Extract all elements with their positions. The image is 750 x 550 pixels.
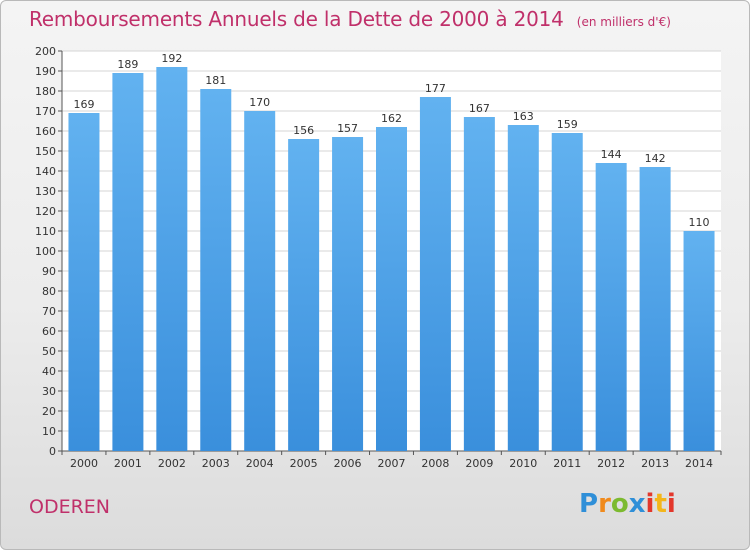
y-tick-label: 180: [35, 85, 56, 98]
bar: [156, 67, 188, 451]
data-label: 144: [601, 148, 622, 161]
x-axis: 2000 2001 2002 2003 2004 2005 2006 2007 2008 2009…: [61, 451, 722, 470]
logo-letter: i: [666, 489, 676, 519]
logo-letter: r: [598, 489, 611, 519]
y-tick-label: 60: [42, 325, 56, 338]
x-tick-label: 2000: [70, 457, 98, 470]
y-tick-label: 80: [42, 285, 56, 298]
y-tick-label: 30: [42, 385, 56, 398]
town-name: ODEREN: [29, 496, 111, 518]
y-tick-label: 70: [42, 305, 56, 318]
y-tick-label: 110: [35, 225, 56, 238]
x-tick-label: 2004: [246, 457, 274, 470]
x-tick-label: 2009: [465, 457, 493, 470]
x-tick-label: 2012: [597, 457, 625, 470]
chart-title: Remboursements Annuels de la Dette de 20…: [29, 7, 564, 31]
data-label: 189: [117, 58, 138, 71]
data-label: 156: [293, 124, 314, 137]
y-tick-label: 160: [35, 125, 56, 138]
x-tick-label: 2011: [553, 457, 581, 470]
data-label: 169: [73, 98, 94, 111]
bar: [200, 89, 232, 451]
chart-subtitle: (en milliers d'€): [576, 15, 671, 29]
data-label: 167: [469, 102, 490, 115]
y-tick-label: 130: [35, 185, 56, 198]
data-label: 110: [689, 216, 710, 229]
logo-letter: o: [610, 489, 629, 519]
y-tick-label: 170: [35, 105, 56, 118]
data-label: 157: [337, 122, 358, 135]
bar: [112, 73, 144, 451]
data-label: 162: [381, 112, 402, 125]
logo-letter: x: [628, 489, 646, 519]
bar: [551, 133, 583, 451]
y-tick-label: 0: [49, 445, 56, 458]
x-tick-label: 2010: [509, 457, 537, 470]
x-tick-label: 2002: [158, 457, 186, 470]
bar: [244, 111, 276, 451]
y-tick-label: 20: [42, 405, 56, 418]
bar: [507, 125, 539, 451]
x-tick-label: 2006: [334, 457, 362, 470]
y-tick-label: 190: [35, 65, 56, 78]
x-tick-label: 2001: [114, 457, 142, 470]
title-line: Remboursements Annuels de la Dette de 20…: [29, 7, 671, 31]
y-tick-label: 200: [35, 45, 56, 58]
data-label: 159: [557, 118, 578, 131]
bars: 169 189 192 181 170 156 157 162 177 167 163 159 144 1…: [68, 52, 715, 451]
bar: [639, 167, 671, 451]
x-tick-label: 2007: [378, 457, 406, 470]
data-label: 170: [249, 96, 270, 109]
y-tick-label: 120: [35, 205, 56, 218]
logo-letter: P: [579, 489, 599, 519]
bar: [288, 139, 320, 451]
bar: [463, 117, 495, 451]
data-label: 163: [513, 110, 534, 123]
y-tick-label: 100: [35, 245, 56, 258]
data-label: 192: [161, 52, 182, 65]
bar: [376, 127, 407, 451]
bar: [683, 231, 715, 451]
x-tick-label: 2014: [685, 457, 713, 470]
bar: [332, 137, 364, 451]
x-tick-label: 2003: [202, 457, 230, 470]
y-tick-label: 10: [42, 425, 56, 438]
y-tick-label: 90: [42, 265, 56, 278]
bar: [419, 97, 451, 451]
x-tick-label: 2008: [421, 457, 449, 470]
y-tick-label: 40: [42, 365, 56, 378]
y-axis: 0 10 20 30 40 50 60 70 80 90 100 110 120 130 140 150 160…: [35, 45, 721, 458]
y-tick-label: 150: [35, 145, 56, 158]
data-label: 142: [645, 152, 666, 165]
data-label: 177: [425, 82, 446, 95]
logo-letter: t: [654, 489, 667, 519]
bar: [68, 113, 100, 451]
x-tick-label: 2005: [290, 457, 318, 470]
y-tick-label: 140: [35, 165, 56, 178]
data-label: 181: [205, 74, 226, 87]
x-tick-label: 2013: [641, 457, 669, 470]
bar: [595, 163, 627, 451]
logo-letter: i: [645, 489, 655, 519]
y-tick-label: 50: [42, 345, 56, 358]
proxiti-logo: Proxiti: [579, 489, 676, 519]
